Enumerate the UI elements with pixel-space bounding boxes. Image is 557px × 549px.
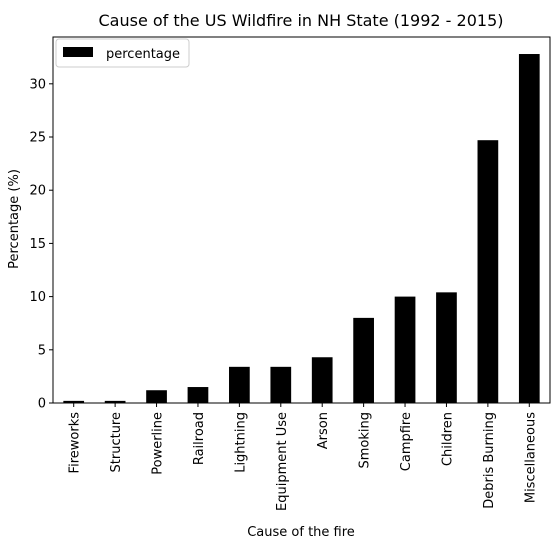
x-tick-label: Structure xyxy=(109,412,124,472)
bar-children xyxy=(436,292,457,403)
bar-miscellaneous xyxy=(519,54,540,403)
plot-area xyxy=(53,37,550,403)
legend-label: percentage xyxy=(106,47,180,62)
y-axis: 0 5 10 15 20 25 30 xyxy=(29,77,53,411)
x-tick-label: Campfire xyxy=(399,412,414,471)
x-tick-label: Fireworks xyxy=(68,412,83,474)
x-tick-label: Equipment Use xyxy=(275,412,290,511)
y-tick-label: 15 xyxy=(29,237,46,252)
bar-powerline xyxy=(146,390,167,403)
bar-railroad xyxy=(188,387,209,403)
x-tick-label: Railroad xyxy=(192,412,207,465)
y-tick-label: 30 xyxy=(29,77,46,92)
chart-title: Cause of the US Wildfire in NH State (19… xyxy=(99,11,504,30)
x-tick-label: Smoking xyxy=(358,412,373,469)
bars xyxy=(63,54,539,403)
y-tick-label: 5 xyxy=(38,343,46,358)
x-tick-label: Lightning xyxy=(233,412,248,473)
bar-fireworks xyxy=(63,401,84,403)
bar-lightning xyxy=(229,367,250,403)
bar-equipment-use xyxy=(270,367,291,403)
x-tick-label: Debris Burning xyxy=(482,412,497,509)
y-axis-label: Percentage (%) xyxy=(7,169,22,269)
x-tick-label: Arson xyxy=(316,412,331,449)
bar-smoking xyxy=(353,318,374,403)
x-tick-label: Children xyxy=(440,412,455,466)
bar-campfire xyxy=(395,297,416,403)
y-tick-label: 10 xyxy=(29,290,46,305)
y-tick-label: 25 xyxy=(29,131,46,146)
legend-swatch xyxy=(63,47,93,57)
x-tick-label: Powerline xyxy=(151,412,166,475)
plot-frame xyxy=(53,37,550,403)
bar-debris-burning xyxy=(478,140,499,403)
x-axis: Fireworks Structure Powerline Railroad Light… xyxy=(68,403,539,511)
legend: percentage xyxy=(56,39,189,67)
y-tick-label: 20 xyxy=(29,184,46,199)
x-axis-label: Cause of the fire xyxy=(247,525,355,540)
x-tick-label: Miscellaneous xyxy=(523,412,538,503)
y-tick-label: 0 xyxy=(38,397,46,412)
bar-structure xyxy=(105,401,126,403)
bar-arson xyxy=(312,357,333,403)
